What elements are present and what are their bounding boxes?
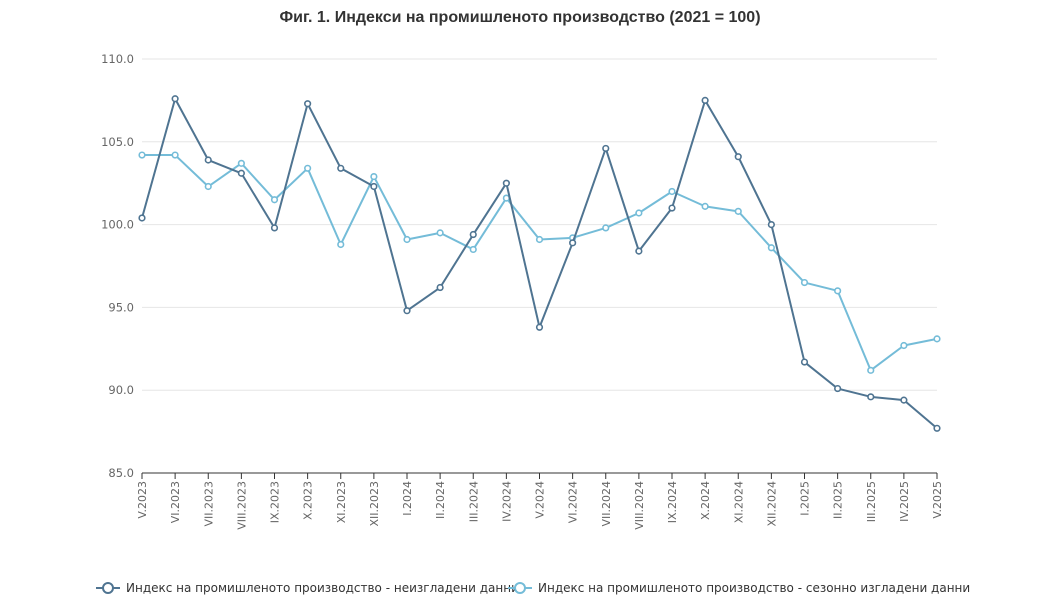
series-line [141,97,938,430]
data-point[interactable] [867,393,875,401]
data-point[interactable] [304,164,312,172]
data-point[interactable] [834,384,842,393]
x-tick-label: XII.2024 [765,481,778,527]
data-point[interactable] [602,224,610,232]
legend-label-smoothed: Индекс на промишленото производство - се… [538,581,970,595]
x-tick-label: IX.2023 [269,481,282,523]
x-tick-label: XI.2024 [732,481,745,523]
x-tick-label: V.2025 [931,481,944,519]
data-point[interactable] [502,179,510,187]
data-point[interactable] [270,224,279,232]
data-point[interactable] [535,323,544,331]
data-point[interactable] [734,153,742,161]
data-point[interactable] [635,209,643,217]
x-tick-label: VI.2023 [169,481,182,523]
data-point[interactable] [701,96,709,104]
x-tick-label: VII.2024 [600,481,613,527]
data-point[interactable] [569,239,577,247]
data-point[interactable] [237,169,245,177]
legend-marker-unsmoothed [102,582,114,594]
data-point[interactable] [304,100,312,108]
y-tick-label: 100.0 [101,218,134,232]
x-tick-label: I.2024 [401,481,414,516]
data-point[interactable] [734,207,742,215]
data-point[interactable] [900,341,908,350]
data-point[interactable] [701,202,709,210]
x-tick-label: II.2024 [434,481,447,519]
data-point[interactable] [469,230,477,239]
data-point[interactable] [337,164,345,172]
axis-layer: 85.0 90.0 95.0 100.0 105.0 110.0 V.2023 VI.2023… [101,52,944,530]
x-tick-label: VIII.2024 [633,481,646,530]
data-point[interactable] [635,247,643,255]
x-tick-label: VII.2023 [202,481,215,527]
data-point[interactable] [933,424,941,432]
series-unsmoothed [138,95,941,432]
data-point[interactable] [337,240,345,249]
data-point[interactable] [370,172,378,181]
data-point[interactable] [138,151,146,159]
data-point[interactable] [535,235,544,244]
data-point[interactable] [602,144,610,153]
x-tick-label: III.2025 [865,481,878,522]
x-tick-label: IV.2024 [500,481,513,522]
x-tick-label: X.2024 [699,481,712,520]
x-tick-label: X.2023 [302,481,315,520]
series-line [142,154,938,372]
data-point[interactable] [270,196,279,204]
x-tick-label: XII.2023 [368,481,381,527]
data-point[interactable] [800,278,809,287]
x-tick-label: V.2023 [136,481,149,519]
y-tick-label: 105.0 [101,135,134,149]
x-tick-label: XI.2023 [335,481,348,523]
chart-title: Фиг. 1. Индекси на промишленото производ… [279,9,760,26]
data-point[interactable] [469,245,477,254]
legend-item-smoothed[interactable]: Индекс на промишленото производство - се… [508,581,970,595]
data-point[interactable] [370,182,378,191]
x-tick-label: VI.2024 [567,481,580,523]
series-layer [138,95,941,432]
y-tick-label: 90.0 [108,383,134,397]
x-tick-label: IV.2025 [898,481,911,522]
x-tick-label: III.2024 [467,481,480,522]
y-tick-label: 85.0 [108,466,134,480]
data-point[interactable] [138,214,146,222]
y-tick-label: 95.0 [108,300,134,314]
x-tick-label: I.2025 [799,481,812,516]
series-smoothed [138,151,941,374]
legend-item-unsmoothed[interactable]: Индекс на промишленото производство - не… [96,581,519,595]
grid-layer [142,58,937,391]
y-tick-label: 110.0 [101,52,134,66]
legend-label-unsmoothed: Индекс на промишленото производство - не… [126,581,519,595]
data-point[interactable] [436,229,444,237]
data-point[interactable] [767,244,775,252]
data-point[interactable] [767,221,775,229]
legend: Индекс на промишленото производство - не… [96,581,970,595]
data-point[interactable] [436,283,444,292]
data-point[interactable] [204,156,212,164]
data-point[interactable] [668,204,676,212]
x-tick-label: IX.2024 [666,481,679,523]
data-point[interactable] [204,182,212,191]
data-point[interactable] [403,235,411,244]
data-point[interactable] [668,187,676,196]
data-point[interactable] [933,335,941,343]
data-point[interactable] [171,151,179,159]
data-point[interactable] [403,307,411,315]
data-point[interactable] [800,358,809,366]
x-tick-label: VIII.2023 [235,481,248,530]
legend-marker-smoothed [514,582,526,594]
data-point[interactable] [237,159,245,167]
x-tick-label: II.2025 [832,481,845,519]
data-point[interactable] [867,366,875,374]
data-point[interactable] [171,95,179,103]
data-point[interactable] [834,287,842,295]
x-tick-label: V.2024 [534,481,547,519]
data-point[interactable] [900,396,908,404]
